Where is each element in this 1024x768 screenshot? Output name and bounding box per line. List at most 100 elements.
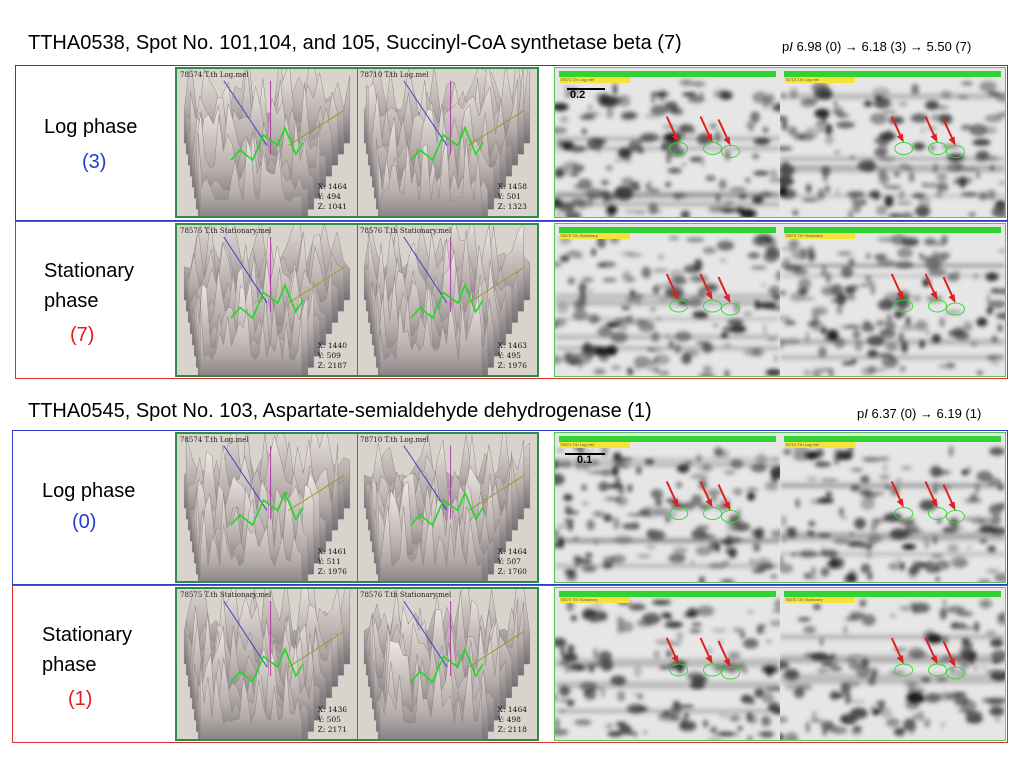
section2-stationary-gel-panel: 78575 T.th Stationary 78576 T.th Station… <box>554 587 1006 741</box>
surface-render <box>363 69 531 216</box>
file-label: 78575 T.th Stationary.mel <box>180 591 272 599</box>
section2-pi-shift: pI 6.37 (0) → 6.19 (1) <box>857 406 981 421</box>
section2-log-gel-panel: 78574 T.th Log.mel 78710 T.th Log.mel 0.… <box>554 432 1006 583</box>
section1-stationary-count: (7) <box>70 324 95 346</box>
section1-log-gel-panel: 78574 T.th Log.mel 78710 T.th Log.mel 0.… <box>554 67 1006 218</box>
section2-log-count: (0) <box>72 511 97 533</box>
scale-label: 0.2 <box>570 89 586 101</box>
x-value: X: 1461 <box>317 547 347 556</box>
section2-stationary-count: (1) <box>68 688 93 710</box>
gel-render <box>555 433 780 582</box>
surface-render <box>183 434 351 581</box>
gel-render <box>555 588 780 740</box>
gel-render <box>555 224 780 376</box>
section1-stationary-label-line2: phase <box>44 290 99 312</box>
section1-pi-shift: pI 6.98 (0) → 6.18 (3) → 5.50 (7) <box>782 39 971 54</box>
x-value: X: 1436 <box>317 705 347 714</box>
pi-prefix: p <box>857 406 865 421</box>
pi-values: 6.98 (0) → 6.18 (3) → 5.50 (7) <box>792 39 972 54</box>
section1-stationary-row <box>15 221 1008 379</box>
scale-bar <box>567 88 605 90</box>
y-value: Y: 509 <box>317 351 341 360</box>
y-value: Y: 505 <box>317 715 341 724</box>
section2-stationary-label-line2: phase <box>42 654 97 676</box>
surface-render <box>363 434 531 581</box>
pi-prefix: p <box>782 39 790 54</box>
file-label: 78574 T.th Log.mel <box>180 71 249 79</box>
gel-render <box>780 224 1005 376</box>
gel-image: 78575 T.th Stationary <box>555 224 781 376</box>
y-value: Y: 507 <box>497 557 521 566</box>
coordinate-readout: X: 1440 Y: 509 Z: 2187 <box>318 341 347 371</box>
gel-render <box>780 433 1005 582</box>
z-value: Z: 2171 <box>317 725 347 734</box>
x-value: X: 1440 <box>317 341 347 350</box>
gel-image: 78710 T.th Log.mel <box>780 68 1005 217</box>
surface-plot: 78710 T.th Log.mel X: 1464 Y: 507 Z: 176… <box>357 434 537 581</box>
section1-stationary-3d-panel: 78575 T.th Stationary.mel X: 1440 Y: 509… <box>175 223 539 377</box>
scale-bar <box>565 453 605 455</box>
scale-label: 0.1 <box>577 454 593 466</box>
file-label: 78710 T.th Log.mel <box>360 436 429 444</box>
section1-log-row <box>15 65 1008 221</box>
surface-render <box>363 225 531 375</box>
coordinate-readout: X: 1464 Y: 498 Z: 2118 <box>498 705 527 735</box>
coordinate-readout: X: 1464 Y: 494 Z: 1041 <box>318 182 347 212</box>
section2-log-3d-panel: 78574 T.th Log.mel X: 1461 Y: 511 Z: 197… <box>175 432 539 583</box>
section1-title: TTHA0538, Spot No. 101,104, and 105, Suc… <box>28 32 682 54</box>
coordinate-readout: X: 1461 Y: 511 Z: 1976 <box>318 547 347 577</box>
section2-stationary-3d-panel: 78575 T.th Stationary.mel X: 1436 Y: 505… <box>175 587 539 741</box>
z-value: Z: 1976 <box>497 361 527 370</box>
x-value: X: 1458 <box>497 182 527 191</box>
section2-log-row <box>12 430 1008 585</box>
gel-image: 78710 T.th Log.mel <box>780 433 1005 582</box>
file-label: 78576 T.th Stationary.mel <box>360 591 452 599</box>
section2-title: TTHA0545, Spot No. 103, Aspartate-semial… <box>28 400 652 422</box>
gel-image: 78574 T.th Log.mel <box>555 68 781 217</box>
surface-plot: 78576 T.th Stationary.mel X: 1463 Y: 495… <box>357 225 537 375</box>
y-value: Y: 498 <box>497 715 521 724</box>
section1-log-count: (3) <box>82 151 107 173</box>
file-label: 78575 T.th Stationary.mel <box>180 227 272 235</box>
surface-plot: 78710 T.th Log.mel X: 1458 Y: 501 Z: 132… <box>357 69 537 216</box>
gel-render <box>555 68 780 217</box>
surface-plot: 78575 T.th Stationary.mel X: 1436 Y: 505… <box>177 589 358 739</box>
surface-plot: 78574 T.th Log.mel X: 1461 Y: 511 Z: 197… <box>177 434 358 581</box>
coordinate-readout: X: 1463 Y: 495 Z: 1976 <box>498 341 527 371</box>
z-value: Z: 1976 <box>317 567 347 576</box>
gel-image: 78575 T.th Stationary <box>555 588 781 740</box>
section1-stationary-gel-panel: 78575 T.th Stationary 78576 T.th Station… <box>554 223 1006 377</box>
gel-image: 78576 T.th Stationary <box>780 224 1005 376</box>
section1-log-label: Log phase <box>44 116 138 138</box>
coordinate-readout: X: 1458 Y: 501 Z: 1323 <box>498 182 527 212</box>
file-label: 78710 T.th Log.mel <box>360 71 429 79</box>
surface-render <box>363 589 531 739</box>
section2-log-label: Log phase <box>42 480 136 502</box>
surface-plot: 78576 T.th Stationary.mel X: 1464 Y: 498… <box>357 589 537 739</box>
y-value: Y: 494 <box>317 192 341 201</box>
surface-plot: 78574 T.th Log.mel X: 1464 Y: 494 Z: 104… <box>177 69 358 216</box>
x-value: X: 1463 <box>497 341 527 350</box>
z-value: Z: 2187 <box>317 361 347 370</box>
z-value: Z: 2118 <box>497 725 527 734</box>
y-value: Y: 495 <box>497 351 521 360</box>
gel-image: 78574 T.th Log.mel <box>555 433 781 582</box>
pi-italic: I <box>864 406 868 421</box>
y-value: Y: 511 <box>317 557 341 566</box>
pi-italic: I <box>789 39 793 54</box>
x-value: X: 1464 <box>497 705 527 714</box>
y-value: Y: 501 <box>497 192 521 201</box>
section1-log-3d-panel: 78574 T.th Log.mel X: 1464 Y: 494 Z: 104… <box>175 67 539 218</box>
surface-render <box>183 69 351 216</box>
section2-stationary-row <box>12 585 1008 743</box>
section1-stationary-label-line1: Stationary <box>44 260 135 282</box>
gel-image: 78576 T.th Stationary <box>780 588 1005 740</box>
coordinate-readout: X: 1464 Y: 507 Z: 1760 <box>498 547 527 577</box>
pi-values: 6.37 (0) → 6.19 (1) <box>867 406 982 421</box>
surface-render <box>183 225 351 375</box>
gel-render <box>780 68 1005 217</box>
x-value: X: 1464 <box>317 182 347 191</box>
coordinate-readout: X: 1436 Y: 505 Z: 2171 <box>318 705 347 735</box>
z-value: Z: 1760 <box>497 567 527 576</box>
surface-plot: 78575 T.th Stationary.mel X: 1440 Y: 509… <box>177 225 358 375</box>
